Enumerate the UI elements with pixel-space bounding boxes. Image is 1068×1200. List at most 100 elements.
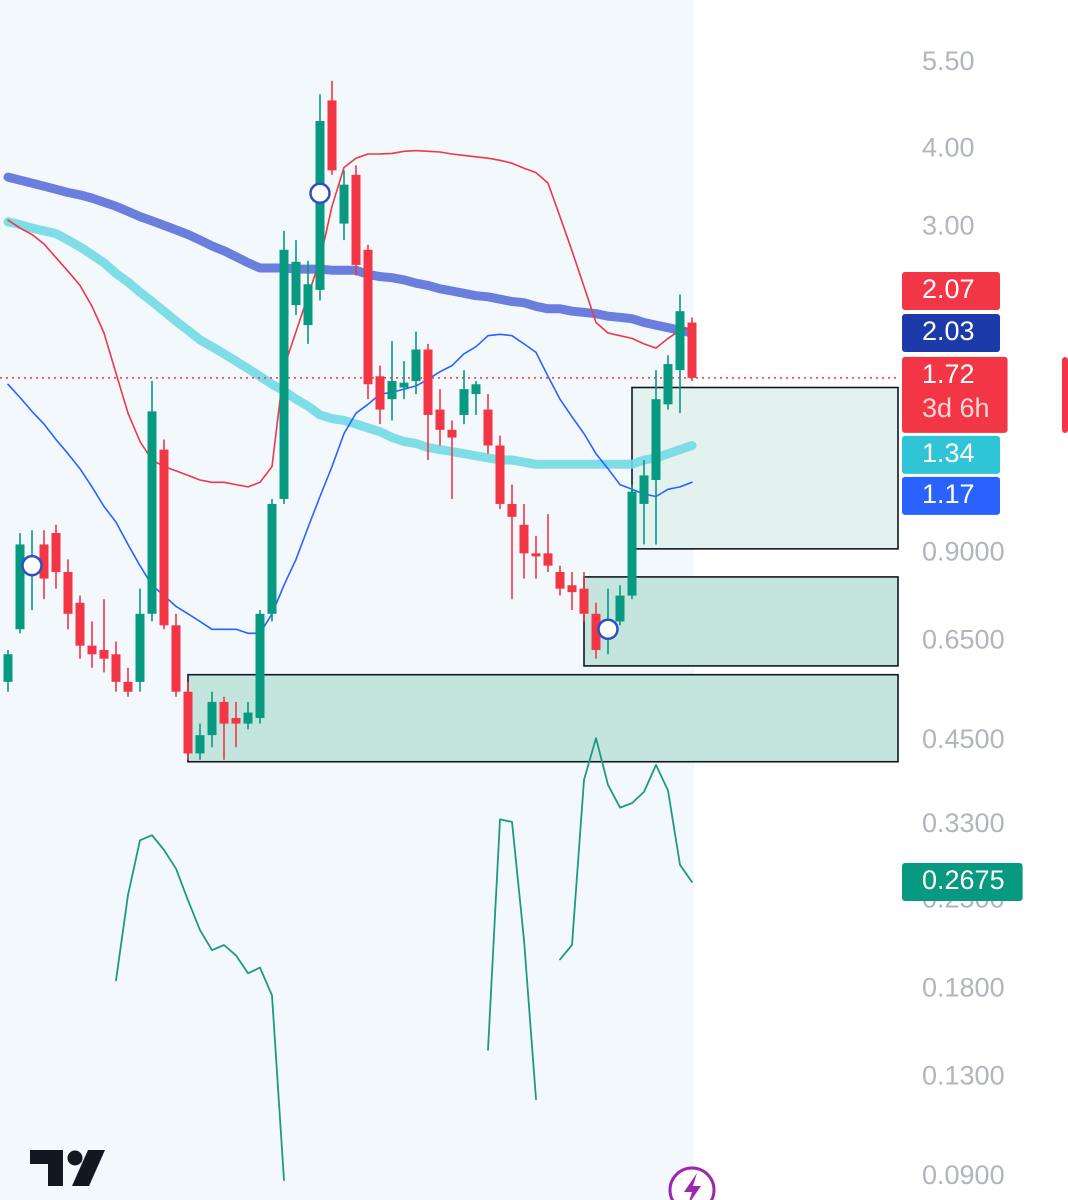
y-tick-label: 5.50 xyxy=(922,46,975,76)
y-tick-label: 0.3300 xyxy=(922,808,1005,838)
candle-body xyxy=(423,349,433,415)
y-tick-label: 0.0900 xyxy=(922,1160,1005,1190)
price-badge xyxy=(902,476,1000,515)
price-axis: 5.504.003.000.90000.65000.45000.33000.25… xyxy=(922,46,1005,1190)
candle-body xyxy=(171,625,181,692)
candle-body xyxy=(675,311,685,371)
candle-body xyxy=(651,399,661,480)
candle-body xyxy=(315,120,325,290)
candle-body xyxy=(219,701,229,724)
y-tick-label: 4.00 xyxy=(922,132,975,162)
zone xyxy=(631,386,899,550)
candle-body xyxy=(531,553,541,557)
candle-body xyxy=(279,249,289,499)
logo-part xyxy=(72,1150,105,1186)
candle-body xyxy=(579,588,589,614)
candle-body xyxy=(291,261,301,306)
candle-body xyxy=(159,449,169,626)
candle-body xyxy=(3,654,13,682)
price-badge xyxy=(902,271,1000,310)
candle-body xyxy=(555,572,565,589)
indicator-line xyxy=(3,172,697,338)
candle-body xyxy=(375,376,385,410)
candle-body xyxy=(435,409,445,430)
y-tick-label: 0.1300 xyxy=(922,1061,1005,1091)
price-badge-label: 3d 6h xyxy=(922,393,990,423)
candle-body xyxy=(471,384,481,395)
candle-body xyxy=(663,364,673,405)
candle-body xyxy=(543,553,553,566)
candle-body xyxy=(15,544,25,630)
indicator-line xyxy=(7,333,693,635)
candle-body xyxy=(459,389,469,415)
candle-body xyxy=(591,613,601,650)
y-tick-label: 0.9000 xyxy=(922,536,1005,566)
price-badge xyxy=(902,435,1000,474)
y-tick-label: 0.1800 xyxy=(922,972,1005,1002)
candle-body xyxy=(195,735,205,754)
candle-body xyxy=(519,524,529,554)
price-badge xyxy=(902,313,1000,352)
candle-body xyxy=(255,613,265,719)
candle-body xyxy=(567,585,577,593)
zone xyxy=(187,673,899,763)
candle-body xyxy=(99,649,109,659)
zones xyxy=(187,386,899,763)
markers xyxy=(21,182,619,641)
edge-price-tab xyxy=(1062,357,1068,433)
candle-body xyxy=(267,503,277,614)
candle-body xyxy=(87,645,97,655)
candle-body xyxy=(303,284,313,326)
candles xyxy=(3,80,697,760)
price-badge-label: 1.17 xyxy=(922,479,975,509)
candle-body xyxy=(639,475,649,504)
price-badge xyxy=(902,356,1008,433)
candle-body xyxy=(75,602,85,646)
lines xyxy=(0,149,898,1181)
candle-body xyxy=(231,718,241,724)
lightning-button[interactable] xyxy=(668,1166,716,1200)
price-badge-label: 1.34 xyxy=(922,438,975,468)
candle-body xyxy=(243,712,253,724)
zone xyxy=(583,576,899,667)
logo-part xyxy=(30,1150,63,1186)
price-badge-label: 2.03 xyxy=(922,316,975,346)
price-badge xyxy=(902,863,1023,902)
candle-body xyxy=(111,654,121,682)
candle-body xyxy=(123,681,133,692)
lightning-icon[interactable] xyxy=(684,1173,701,1200)
candle-body xyxy=(399,382,409,388)
candle-body xyxy=(39,544,49,579)
candle-body xyxy=(495,445,505,504)
candle-body xyxy=(627,491,637,596)
price-badge-label: 0.2675 xyxy=(922,865,1005,895)
y-tick-label: 0.6500 xyxy=(922,625,1005,655)
signal-marker xyxy=(597,618,619,641)
indicator-line xyxy=(7,149,693,488)
y-tick-label: 0.4500 xyxy=(922,724,1005,754)
candle-body xyxy=(147,411,157,614)
candle-body xyxy=(447,429,457,438)
candle-body xyxy=(135,613,145,682)
candle-body xyxy=(327,100,337,171)
price-badges: 2.07 2.03 1.34 1.17 0.2675 1.72 3d 6h xyxy=(902,271,1023,902)
y-tick-label: 3.00 xyxy=(922,210,975,240)
candle-body xyxy=(363,249,373,385)
candle-body xyxy=(411,349,421,382)
candle-body xyxy=(687,322,697,378)
candle-body xyxy=(339,184,349,224)
candle-body xyxy=(351,174,361,265)
candle-body xyxy=(207,701,217,736)
indicator-line xyxy=(115,737,693,1181)
price-badge-label: 2.07 xyxy=(922,274,975,304)
candle-body xyxy=(51,533,61,573)
candle-body xyxy=(507,503,517,517)
candle-body xyxy=(615,595,625,622)
signal-marker xyxy=(309,182,331,205)
logo-part xyxy=(67,1150,83,1166)
price-badge-label: 1.72 xyxy=(922,359,975,389)
tradingview-logo xyxy=(30,1150,105,1186)
signal-marker xyxy=(21,554,43,577)
